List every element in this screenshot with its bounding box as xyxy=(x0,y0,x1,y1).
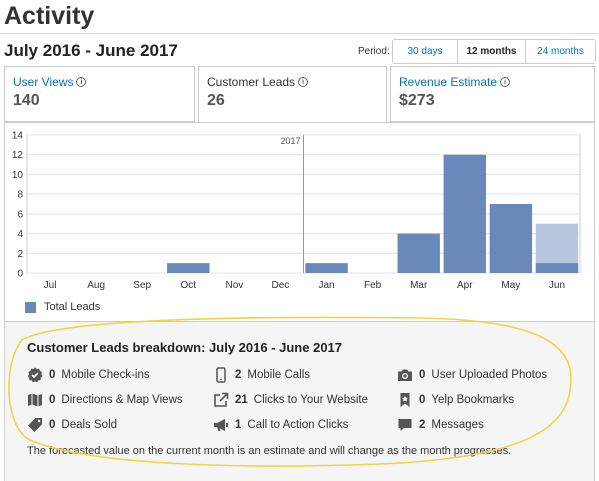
x-tick-label: Feb xyxy=(364,280,382,291)
legend-label: Total Leads xyxy=(44,301,101,313)
breakdown-item-website-clicks: 21 Clicks to Your Website xyxy=(213,392,368,408)
breakdown-label: Directions & Map Views xyxy=(61,394,183,406)
bar xyxy=(535,263,579,273)
breakdown-label: Messages xyxy=(431,419,484,431)
breakdown-count: 0 xyxy=(419,369,426,381)
tab-revenue-estimate-value: $273 xyxy=(399,92,435,109)
bar xyxy=(305,263,348,273)
tab-customer-leads-label: Customer Leads xyxy=(207,75,296,89)
breakdown-item-mobile-check-ins: 0 Mobile Check-ins xyxy=(27,367,150,383)
info-icon[interactable]: i xyxy=(76,77,87,87)
breakdown-title: Customer Leads breakdown: July 2016 - Ju… xyxy=(27,340,343,355)
breakdown-item-user-photos: 0 User Uploaded Photos xyxy=(397,367,547,383)
breakdown-label: Clicks to Your Website xyxy=(253,394,368,406)
metric-tabs: User Views i 140 Customer Leads i 26 Rev… xyxy=(4,66,595,124)
external-link-icon xyxy=(213,392,229,408)
breakdown-count: 0 xyxy=(49,369,56,381)
tab-customer-leads-value: 26 xyxy=(207,92,225,109)
breakdown-item-messages: 2 Messages xyxy=(397,417,484,433)
x-tick-label: Dec xyxy=(272,280,290,291)
year-marker-label: 2017 xyxy=(280,136,300,146)
map-icon xyxy=(27,392,43,408)
x-tick-label: Nov xyxy=(225,280,243,291)
breakdown-count: 1 xyxy=(235,419,242,431)
tab-user-views-label: User Views xyxy=(13,75,74,89)
chart-legend: Total Leads xyxy=(25,301,100,313)
tab-user-views[interactable]: User Views i 140 xyxy=(4,66,195,122)
breakdown-item-mobile-calls: 2 Mobile Calls xyxy=(213,367,310,383)
y-tick-label: 2 xyxy=(17,249,23,260)
y-tick-label: 8 xyxy=(17,190,23,201)
period-12-months-button[interactable]: 12 months xyxy=(457,40,525,63)
bar xyxy=(397,233,440,273)
phone-icon xyxy=(213,367,229,383)
forecast-footnote: The forecasted value on the current mont… xyxy=(27,445,512,457)
tab-user-views-value: 140 xyxy=(13,92,40,109)
breakdown-count: 0 xyxy=(49,394,56,406)
breakdown-label: Deals Sold xyxy=(61,419,118,431)
breakdown-count: 21 xyxy=(235,394,248,406)
x-tick-label: Sep xyxy=(133,280,151,291)
tab-customer-leads[interactable]: Customer Leads i 26 xyxy=(198,66,387,124)
breakdown-item-directions: 0 Directions & Map Views xyxy=(27,392,183,408)
megaphone-icon xyxy=(213,417,229,433)
bar xyxy=(443,154,486,273)
period-30-days-button[interactable]: 30 days xyxy=(393,40,457,63)
message-icon xyxy=(397,417,413,433)
x-tick-label: Mar xyxy=(410,280,428,291)
x-tick-label: Aug xyxy=(87,280,105,291)
y-tick-label: 0 xyxy=(17,269,23,280)
legend-swatch xyxy=(25,301,36,313)
x-tick-label: Jan xyxy=(318,280,334,291)
breakdown-count: 2 xyxy=(235,369,242,381)
leads-bar-chart: 0 2 4 6 8 10 12 14 2017 Jul Aug Sep Oct Nov Dec Jan Feb M… xyxy=(12,131,581,291)
y-tick-label: 14 xyxy=(12,131,24,142)
period-selector: 30 days 12 months 24 months xyxy=(392,39,596,64)
breakdown-label: Mobile Check-ins xyxy=(61,369,150,381)
x-tick-label: Jul xyxy=(44,280,57,291)
breakdown-count: 2 xyxy=(419,419,426,431)
title-divider xyxy=(0,33,599,34)
y-tick-label: 4 xyxy=(17,229,23,240)
breakdown-item-bookmarks: 0 Yelp Bookmarks xyxy=(397,392,514,408)
y-tick-label: 12 xyxy=(12,150,24,161)
breakdown-item-cta-clicks: 1 Call to Action Clicks xyxy=(213,417,348,433)
bookmark-icon xyxy=(397,392,413,408)
camera-icon xyxy=(397,367,413,383)
breakdown-label: User Uploaded Photos xyxy=(431,369,548,381)
period-24-months-button[interactable]: 24 months xyxy=(525,40,595,63)
check-badge-icon xyxy=(27,367,43,383)
page-title: Activity xyxy=(4,2,95,30)
tag-icon xyxy=(27,417,43,433)
breakdown-item-deals-sold: 0 Deals Sold xyxy=(27,417,117,433)
info-icon[interactable]: i xyxy=(298,77,309,87)
breakdown-label: Mobile Calls xyxy=(247,369,311,381)
breakdown-label: Yelp Bookmarks xyxy=(431,394,515,406)
tab-revenue-estimate-label: Revenue Estimate xyxy=(399,75,498,89)
breakdown-count: 0 xyxy=(49,419,56,431)
y-tick-label: 10 xyxy=(12,170,24,181)
x-tick-label: May xyxy=(501,280,520,291)
breakdown-count: 0 xyxy=(419,394,426,406)
breakdown-label: Call to Action Clicks xyxy=(247,419,349,431)
bar xyxy=(489,204,533,273)
date-range-title: July 2016 - June 2017 xyxy=(4,41,178,60)
info-icon[interactable]: i xyxy=(500,77,511,87)
x-tick-label: Apr xyxy=(457,280,473,291)
leads-chart-panel: 0 2 4 6 8 10 12 14 2017 Jul Aug Sep Oct Nov Dec Jan Feb M… xyxy=(4,122,595,322)
bar xyxy=(167,263,210,273)
x-tick-label: Oct xyxy=(181,280,197,291)
y-tick-label: 6 xyxy=(17,209,23,220)
leads-breakdown-panel: Customer Leads breakdown: July 2016 - Ju… xyxy=(4,322,595,481)
period-label: Period: xyxy=(358,46,390,57)
x-tick-label: Jun xyxy=(549,280,565,291)
tab-revenue-estimate[interactable]: Revenue Estimate i $273 xyxy=(390,66,595,122)
